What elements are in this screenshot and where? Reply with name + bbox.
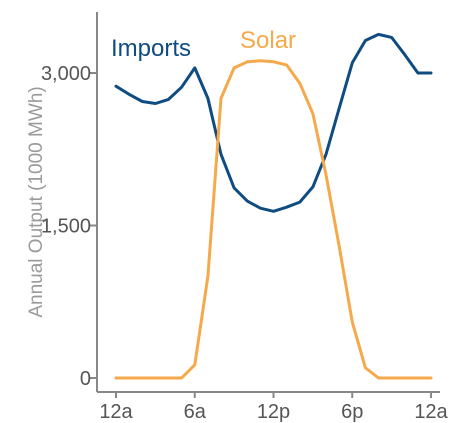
x-tick-label: 6p: [341, 401, 363, 423]
series-label-imports: Imports: [111, 35, 191, 62]
series-lines: [114, 32, 433, 380]
series-line-imports: [114, 32, 433, 213]
series-label-solar: Solar: [240, 27, 296, 54]
x-tick-label: 6a: [184, 401, 207, 423]
x-tick-label: 12p: [257, 401, 290, 423]
y-ticks: 0 1,500 3,000: [41, 63, 97, 390]
series-line-solar: [114, 59, 433, 380]
y-axis-label: Annual Output (1000 MWh): [26, 86, 47, 317]
y-tick-label: 0: [80, 368, 91, 390]
x-tick-label: 12a: [414, 401, 448, 423]
y-tick-label: 1,500: [41, 216, 91, 238]
x-tick-label: 12a: [99, 401, 133, 423]
y-tick-label: 3,000: [41, 63, 91, 85]
x-ticks: 12a 6a 12p 6p 12a: [99, 392, 449, 423]
